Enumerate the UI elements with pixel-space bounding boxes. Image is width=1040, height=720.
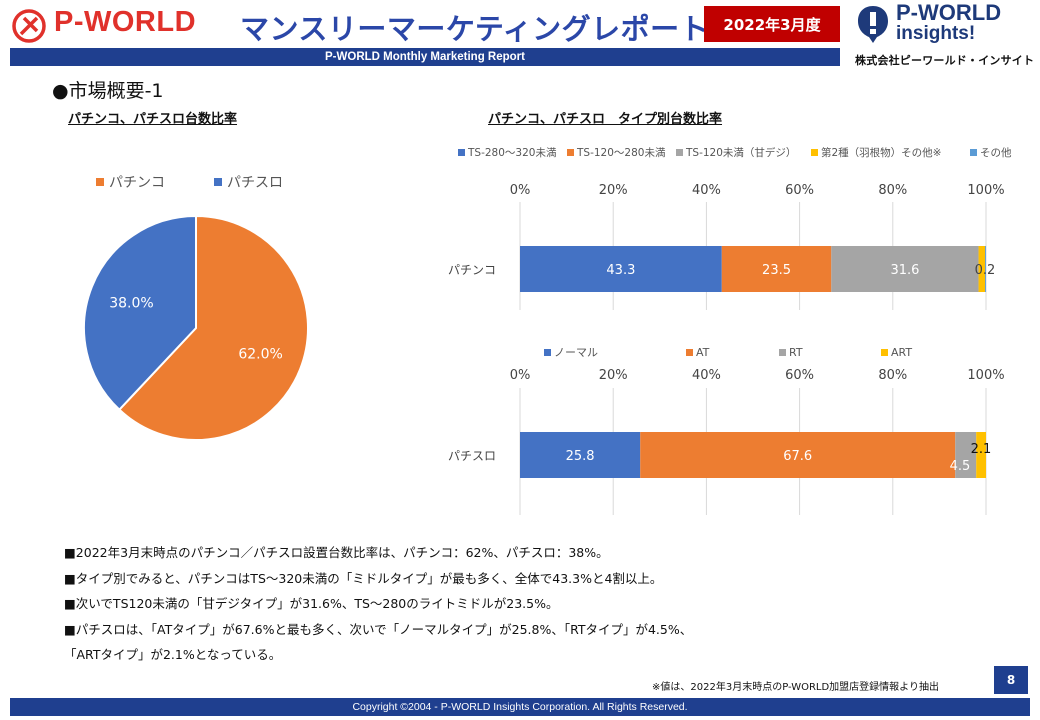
legend-swatch xyxy=(676,149,683,156)
tick-label: 20% xyxy=(599,183,628,198)
bar-segment xyxy=(520,246,722,292)
tick-label: 60% xyxy=(785,183,814,198)
bar-segment xyxy=(640,432,956,478)
tick-label: 60% xyxy=(785,368,814,383)
legend-swatch xyxy=(779,349,786,356)
bar-segment xyxy=(831,246,979,292)
bar-data-label: 43.3 xyxy=(606,263,635,278)
legend-swatch xyxy=(970,149,977,156)
pie-chart-title: パチンコ、パチスロ台数比率 xyxy=(68,112,238,127)
bar-data-label: 2.1 xyxy=(971,442,992,457)
legend-label: TS-120～280未満 xyxy=(576,147,666,159)
bar-segment xyxy=(976,432,986,478)
bar-segment xyxy=(955,432,977,478)
bar-data-label: 31.6 xyxy=(890,263,919,278)
legend-label: RT xyxy=(789,346,803,359)
legend-label: ART xyxy=(891,346,912,359)
legend-label: AT xyxy=(696,346,710,359)
legend-label: TS-120未満（甘デジ） xyxy=(685,146,796,159)
report-subtitle-bar: P-WORLD Monthly Marketing Report xyxy=(10,48,840,66)
bar-data-label: 25.8 xyxy=(566,449,595,464)
p-world-logo-icon xyxy=(12,9,46,43)
brand-tagline: insights! xyxy=(896,23,976,44)
tick-label: 0% xyxy=(510,183,531,198)
exclamation-icon xyxy=(858,6,888,43)
legend-swatch xyxy=(96,178,104,186)
pie-chart: パチンコ パチスロ 62.0% 38.0% xyxy=(83,175,309,441)
bar-segment xyxy=(520,432,641,478)
legend-swatch xyxy=(544,349,551,356)
tick-label: 80% xyxy=(878,368,907,383)
bar-segment xyxy=(978,246,986,292)
category-label: パチンコ xyxy=(448,263,496,277)
page-title: マンスリーマーケティングレポート xyxy=(240,12,710,46)
pie-data-label: 62.0% xyxy=(238,347,282,363)
company-name: 株式会社ピーワールド・インサイト xyxy=(855,54,1035,67)
tick-label: 20% xyxy=(599,368,628,383)
bar-data-label: 4.5 xyxy=(950,459,971,474)
section-title: ●市場概要-1 xyxy=(52,80,164,102)
bullet-line: ■タイプ別でみると、パチンコはTS～320未満の「ミドルタイプ」が最も多く、全体… xyxy=(64,570,663,586)
legend-label: パチンコ xyxy=(109,175,165,191)
bar-data-label: 0.2 xyxy=(975,263,996,278)
bar-segment xyxy=(721,246,832,292)
brand-name: P-WORLD xyxy=(896,0,1002,25)
summary-text: ■2022年3月末時点のパチンコ／パチスロ設置台数比率は、パチンコ：62%、パチ… xyxy=(64,540,692,668)
pachinko-type-bar-chart: TS-280～320未満 TS-120～280未満 TS-120未満（甘デジ） 第2種… xyxy=(448,146,1012,310)
tick-label: 40% xyxy=(692,183,721,198)
bar-segment xyxy=(985,246,986,292)
source-note: ※値は、2022年3月末時点のP-WORLD加盟店登録情報より抽出 xyxy=(652,682,939,693)
category-label: パチスロ xyxy=(448,449,496,463)
bullet-line: 「ARTタイプ」が2.1%となっている。 xyxy=(64,647,282,662)
legend-swatch xyxy=(567,149,574,156)
tick-label: 100% xyxy=(967,368,1004,383)
legend-label: 第2種（羽根物）その他※ xyxy=(821,146,941,159)
bar-chart-title: パチンコ、パチスロ タイプ別台数比率 xyxy=(488,112,723,127)
pie-slice xyxy=(117,214,309,441)
pachislot-type-bar-chart: ノーマル AT RT ART 0% 20% 40% 60% 80% 100% パチスロ 25.8 67.… xyxy=(448,346,1005,515)
bar-data-label: 23.5 xyxy=(762,263,791,278)
tick-label: 100% xyxy=(967,183,1004,198)
page-number: 8 xyxy=(994,666,1028,694)
date-badge: 2022年3月度 xyxy=(704,6,840,42)
bullet-line: ■2022年3月末時点のパチンコ／パチスロ設置台数比率は、パチンコ：62%、パチ… xyxy=(64,545,609,560)
legend-swatch xyxy=(811,149,818,156)
bullet-line: ■パチスロは、「ATタイプ」が67.6%と最も多く、次いで「ノーマルタイプ」が2… xyxy=(64,621,693,637)
logo-text: P-WORLD xyxy=(54,6,197,38)
pie-slice xyxy=(83,214,197,412)
legend-label: その他 xyxy=(980,146,1012,159)
legend-swatch xyxy=(686,349,693,356)
tick-label: 40% xyxy=(692,368,721,383)
legend-swatch xyxy=(214,178,222,186)
copyright-footer: Copyright ©2004 - P-WORLD Insights Corpo… xyxy=(10,698,1030,716)
bar-data-label: 67.6 xyxy=(783,449,812,464)
legend-label: パチスロ xyxy=(227,175,283,191)
legend-swatch xyxy=(881,349,888,356)
legend-label: ノーマル xyxy=(554,346,598,359)
legend-label: TS-280～320未満 xyxy=(467,147,557,159)
tick-label: 80% xyxy=(878,183,907,198)
legend-swatch xyxy=(458,149,465,156)
bullet-line: ■次いでTS120未満の「甘デジタイプ」が31.6%、TS～280のライトミドル… xyxy=(64,596,559,611)
tick-label: 0% xyxy=(510,368,531,383)
pie-data-label: 38.0% xyxy=(109,295,153,311)
